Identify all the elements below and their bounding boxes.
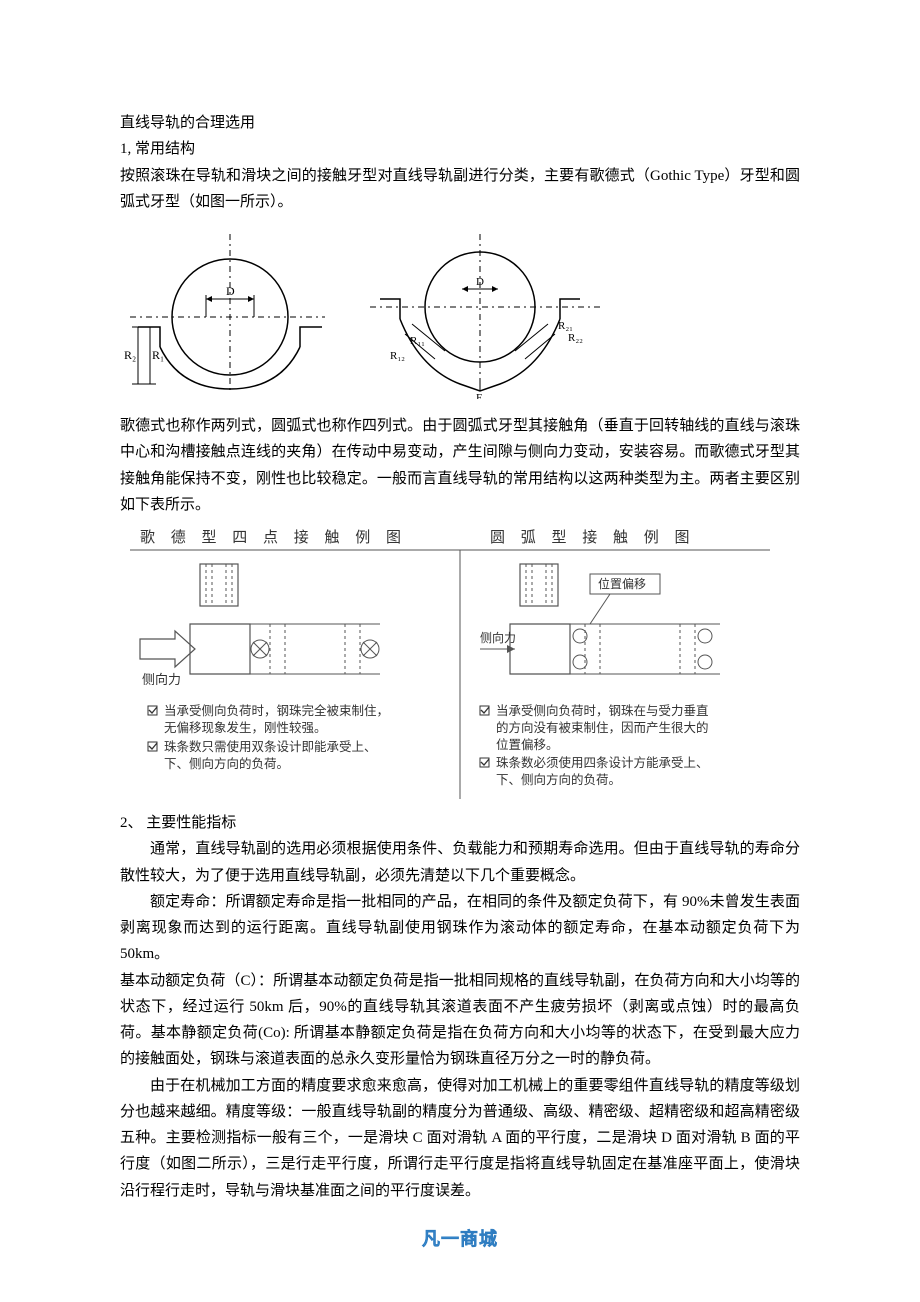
section-2-heading: 2、 主要性能指标 xyxy=(120,810,800,836)
fig1-left-label-r1: R₁ xyxy=(152,348,164,362)
section-1-heading: 1, 常用结构 xyxy=(120,136,800,162)
paragraph-3: 通常，直线导轨副的选用必须根据使用条件、负载能力和预期寿命选用。但由于直线导轨的… xyxy=(120,836,800,889)
fig2-left-b1b: 无偏移现象发生，刚性较强。 xyxy=(164,720,327,735)
fig2-right-b1a: 当承受侧向负荷时，钢珠在与受力垂直 xyxy=(496,703,709,718)
paragraph-6: 由于在机械加工方面的精度要求愈来愈高，使得对加工机械上的重要零组件直线导轨的精度… xyxy=(120,1073,800,1204)
fig2-right-side-label: 侧向力 xyxy=(480,630,516,645)
fig2-offset-label: 位置偏移 xyxy=(598,576,646,591)
fig2-left-b2b: 下、侧向方向的负荷。 xyxy=(164,756,289,771)
watermark-footer: 凡一商城 xyxy=(120,1224,800,1256)
fig2-right-b2a: 珠条数必须使用四条设计方能承受上、 xyxy=(496,755,709,770)
paragraph-1: 按照滚珠在导轨和滑块之间的接触牙型对直线导轨副进行分类，主要有歌德式（Gothi… xyxy=(120,163,800,216)
figure-1-left-gothic: D R₂ R₁ xyxy=(120,229,330,399)
document-page: 直线导轨的合理选用 1, 常用结构 按照滚珠在导轨和滑块之间的接触牙型对直线导轨… xyxy=(0,0,920,1295)
fig2-header-left: 歌 德 型 四 点 接 触 例 图 xyxy=(140,528,407,546)
fig2-header-right: 圆 弧 型 接 触 例 图 xyxy=(490,529,696,546)
figure-2-comparison: 歌 德 型 四 点 接 触 例 图 圆 弧 型 接 触 例 图 xyxy=(120,524,780,804)
paragraph-5: 基本动额定负荷（C）：所谓基本动额定负荷是指一批相同规格的直线导轨副，在负荷方向… xyxy=(120,968,800,1073)
fig2-left-b1a: 当承受侧向负荷时，钢珠完全被束制住， xyxy=(164,703,389,718)
fig2-left-arrow-label: 侧向力 xyxy=(142,672,181,687)
fig1-right-label-d: D xyxy=(476,276,484,288)
paragraph-4: 额定寿命：所谓额定寿命是指一批相同的产品，在相同的条件及额定负荷下，有 90%未… xyxy=(120,889,800,968)
fig1-right-label-r22: R₂₂ xyxy=(568,332,583,344)
figure-2: 歌 德 型 四 点 接 触 例 图 圆 弧 型 接 触 例 图 xyxy=(120,524,800,804)
fig2-left-panel: 侧向力 当承受侧向负荷时，钢珠完全被束制住， 无偏移现象发生，刚性较强。 珠条数… xyxy=(140,564,389,771)
fig1-left-label-r2: R₂ xyxy=(124,348,136,362)
paragraph-2: 歌德式也称作两列式，圆弧式也称作四列式。由于圆弧式牙型其接触角（垂直于回转轴线的… xyxy=(120,413,800,518)
fig1-right-label-f: F xyxy=(476,392,482,399)
title-line: 直线导轨的合理选用 xyxy=(120,110,800,136)
figure-1: D R₂ R₁ D F xyxy=(120,229,800,399)
fig2-right-panel: 位置偏移 侧向力 xyxy=(480,564,720,787)
fig1-right-label-r11: R₁₁ xyxy=(410,335,425,347)
fig2-right-b1b: 的方向没有被束制住，因而产生很大的 xyxy=(496,720,709,735)
fig1-left-label-d: D xyxy=(226,284,235,298)
figure-1-right-arc: D F R₁₂ R₁₁ R₂₁ R₂₂ xyxy=(350,229,610,399)
fig2-right-b1c: 位置偏移。 xyxy=(496,737,559,752)
fig1-right-label-r12: R₁₂ xyxy=(390,350,405,362)
fig2-right-b2b: 下、侧向方向的负荷。 xyxy=(496,772,621,787)
fig1-right-label-r21: R₂₁ xyxy=(558,320,573,332)
fig2-left-b2a: 珠条数只需使用双条设计即能承受上、 xyxy=(164,739,377,754)
